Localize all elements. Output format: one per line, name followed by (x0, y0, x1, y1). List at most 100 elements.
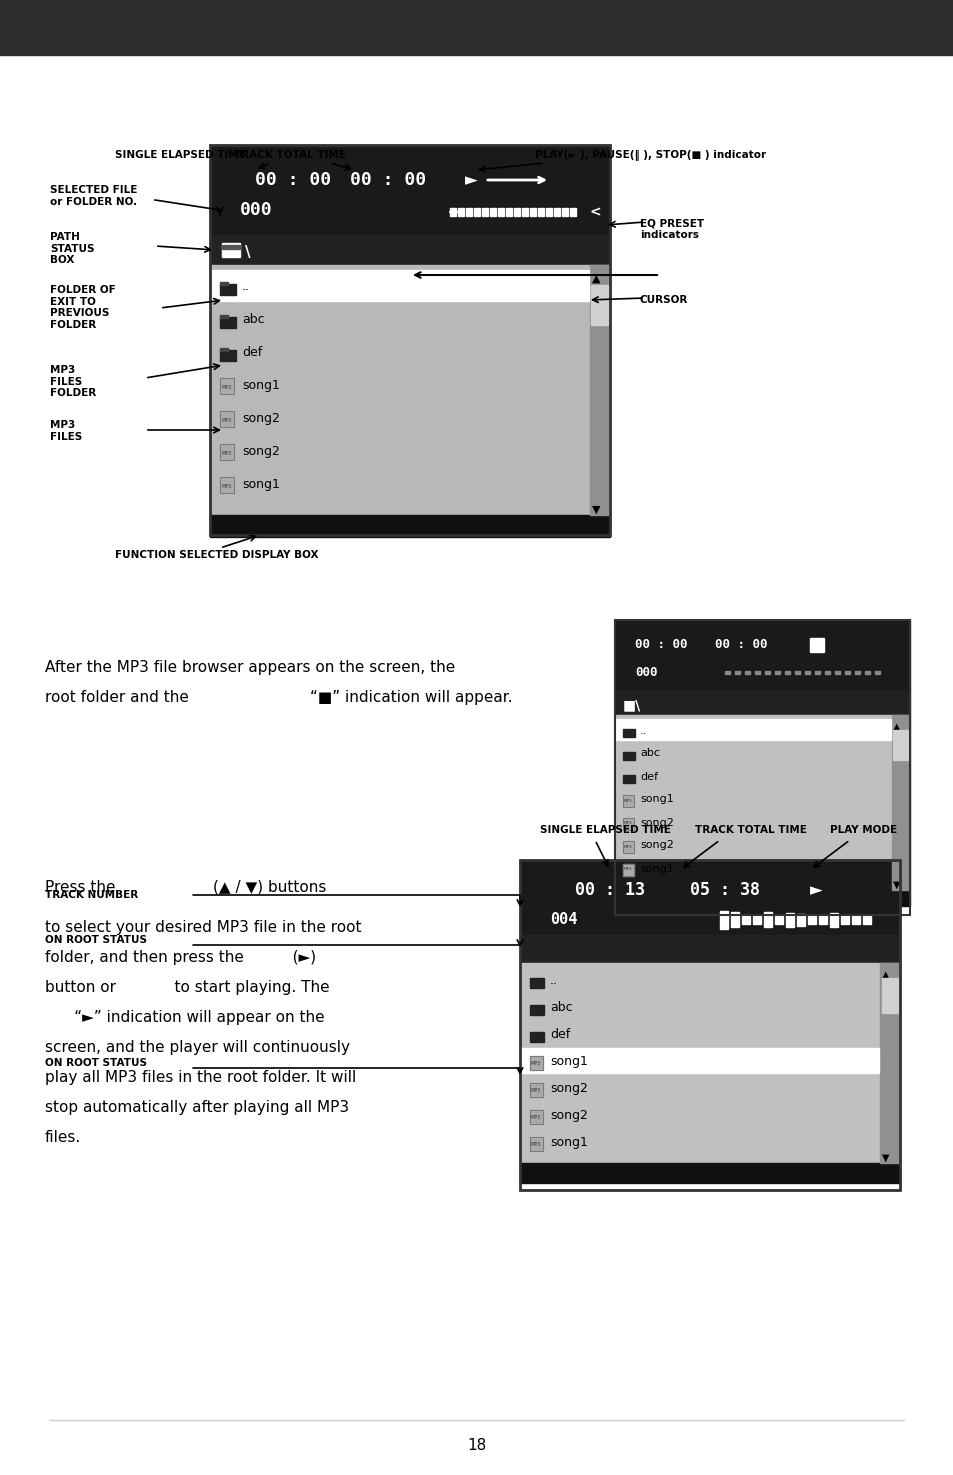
Bar (481, 208, 488, 215)
FancyBboxPatch shape (530, 1056, 542, 1069)
Text: folder, and then press the          (►): folder, and then press the (►) (45, 950, 315, 965)
Bar (561, 208, 567, 215)
FancyBboxPatch shape (220, 283, 235, 295)
Bar (497, 208, 503, 215)
Bar (794, 671, 800, 674)
Text: TRACK TOTAL TIME: TRACK TOTAL TIME (695, 825, 806, 835)
Text: MP3: MP3 (222, 385, 232, 389)
Bar (724, 671, 729, 674)
Text: MP3: MP3 (623, 822, 632, 826)
Text: FUNCTION SELECTED DISPLAY BOX: FUNCTION SELECTED DISPLAY BOX (115, 550, 318, 560)
Bar (457, 208, 463, 215)
Bar (864, 671, 869, 674)
Bar (474, 208, 479, 215)
FancyBboxPatch shape (622, 795, 634, 807)
FancyBboxPatch shape (220, 444, 233, 460)
Bar (785, 916, 793, 923)
Text: 00 : 00: 00 : 00 (635, 639, 687, 652)
Bar (829, 917, 837, 923)
Text: “►” indication will appear on the: “►” indication will appear on the (45, 1010, 324, 1025)
Bar (514, 208, 519, 215)
Text: SELECTED FILE
or FOLDER NO.: SELECTED FILE or FOLDER NO. (50, 184, 137, 207)
Text: 00 : 00: 00 : 00 (714, 639, 767, 652)
Bar (569, 208, 576, 215)
Bar (450, 208, 456, 215)
Text: ▼: ▼ (592, 504, 599, 515)
Bar (210, 145, 609, 535)
Bar (615, 620, 909, 914)
Text: <: < (589, 205, 601, 218)
Text: FOLDER OF
EXIT TO
PREVIOUS
FOLDER: FOLDER OF EXIT TO PREVIOUS FOLDER (50, 285, 115, 330)
Bar (720, 914, 727, 926)
Bar (841, 914, 848, 925)
Text: song1: song1 (242, 478, 279, 491)
Text: song1: song1 (639, 795, 673, 804)
Bar (616, 718, 890, 740)
Text: PLAY(► ), PAUSE(‖ ), STOP(■ ) indicator: PLAY(► ), PAUSE(‖ ), STOP(■ ) indicator (535, 150, 765, 161)
Text: 00 : 13: 00 : 13 (575, 881, 644, 898)
Text: MP3: MP3 (623, 798, 632, 802)
Bar (774, 671, 780, 674)
Bar (807, 912, 815, 928)
FancyBboxPatch shape (220, 317, 235, 327)
Text: song1: song1 (639, 863, 673, 873)
Text: MP3: MP3 (531, 1061, 540, 1066)
FancyBboxPatch shape (220, 476, 233, 493)
Text: ..: .. (639, 726, 646, 736)
Bar (554, 208, 559, 215)
Text: ▼: ▼ (892, 881, 900, 889)
FancyBboxPatch shape (222, 243, 240, 257)
Bar (774, 914, 782, 925)
Text: Press the                    (▲ / ▼) buttons: Press the (▲ / ▼) buttons (45, 881, 326, 895)
Text: CURSOR: CURSOR (639, 295, 688, 305)
Text: to select your desired MP3 file in the root: to select your desired MP3 file in the r… (45, 920, 361, 935)
Bar (844, 671, 849, 674)
Text: play all MP3 files in the root folder. It will: play all MP3 files in the root folder. I… (45, 1069, 355, 1086)
Text: MP3
FILES: MP3 FILES (50, 420, 82, 441)
FancyBboxPatch shape (530, 1137, 542, 1151)
Bar (752, 916, 760, 923)
Bar (730, 913, 739, 926)
FancyBboxPatch shape (220, 350, 235, 360)
Bar (891, 715, 909, 889)
Bar (519, 963, 899, 1162)
Text: ■\: ■\ (622, 698, 640, 712)
Text: TRACK NUMBER: TRACK NUMBER (45, 889, 138, 900)
Bar (814, 671, 820, 674)
FancyBboxPatch shape (622, 863, 634, 876)
Text: def: def (242, 347, 262, 358)
Text: song2: song2 (550, 1109, 587, 1122)
Text: song1: song1 (242, 379, 279, 392)
FancyBboxPatch shape (530, 1083, 542, 1096)
Text: 00 : 00: 00 : 00 (254, 171, 331, 189)
Bar (862, 912, 870, 928)
Text: SINGLE ELAPSED TIME: SINGLE ELAPSED TIME (539, 825, 670, 835)
Text: def: def (639, 771, 658, 782)
Bar (519, 860, 899, 935)
Text: screen, and the player will continuously: screen, and the player will continuously (45, 1040, 350, 1055)
Bar (530, 208, 536, 215)
Text: TRACK TOTAL TIME: TRACK TOTAL TIME (233, 150, 346, 159)
Text: song1: song1 (550, 1055, 587, 1068)
Bar (818, 912, 826, 929)
Text: MP3: MP3 (222, 451, 232, 456)
FancyBboxPatch shape (622, 774, 635, 783)
Text: song2: song2 (550, 1083, 587, 1094)
Text: MP3: MP3 (623, 867, 632, 872)
Text: ▼: ▼ (882, 1153, 888, 1162)
Text: ..: .. (550, 974, 558, 987)
Text: abc: abc (639, 748, 659, 758)
Text: song2: song2 (639, 841, 673, 851)
Bar (545, 208, 552, 215)
Text: stop automatically after playing all MP3: stop automatically after playing all MP3 (45, 1100, 349, 1115)
FancyBboxPatch shape (622, 751, 635, 760)
Text: ►: ► (809, 881, 821, 898)
Bar (505, 208, 512, 215)
Bar (764, 671, 769, 674)
Bar (0, 0, 953, 55)
Text: MP3: MP3 (222, 484, 232, 490)
FancyBboxPatch shape (220, 282, 228, 285)
Text: MP3: MP3 (623, 845, 632, 848)
Text: MP3: MP3 (222, 417, 232, 423)
Bar (824, 671, 829, 674)
